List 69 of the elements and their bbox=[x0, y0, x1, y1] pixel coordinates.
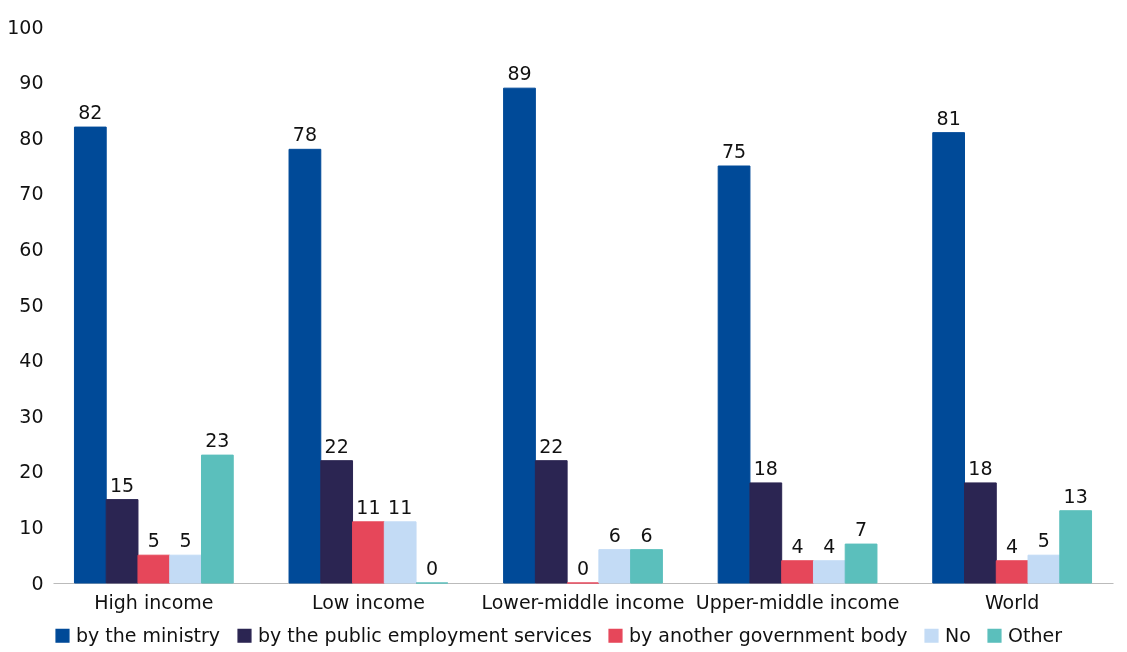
y-tick-label: 90 bbox=[19, 71, 44, 94]
data-label: 11 bbox=[388, 495, 413, 518]
data-label: 23 bbox=[205, 429, 230, 452]
data-label: 7 bbox=[855, 518, 868, 541]
y-tick-label: 100 bbox=[7, 15, 44, 38]
legend-label: Other bbox=[1008, 623, 1063, 646]
data-label: 5 bbox=[1037, 529, 1050, 552]
y-tick-label: 10 bbox=[19, 515, 44, 538]
bar bbox=[105, 499, 139, 584]
data-label: 18 bbox=[968, 456, 993, 479]
y-tick-label: 60 bbox=[19, 237, 44, 260]
bar bbox=[630, 549, 663, 584]
bar bbox=[964, 482, 997, 584]
y-tick-label: 80 bbox=[19, 126, 44, 149]
bar bbox=[1059, 510, 1093, 584]
x-tick-label: Lower-middle income bbox=[481, 590, 685, 613]
bar bbox=[288, 148, 322, 584]
y-tick-label: 50 bbox=[19, 293, 44, 316]
data-label: 5 bbox=[147, 529, 160, 552]
data-label: 81 bbox=[936, 106, 961, 129]
legend-label: by another government body bbox=[629, 623, 908, 646]
bar bbox=[812, 560, 846, 584]
y-tick-label: 20 bbox=[19, 460, 44, 483]
data-label: 22 bbox=[324, 434, 349, 457]
bar bbox=[137, 554, 171, 584]
y-tick-label: 70 bbox=[19, 182, 44, 205]
x-tick-label: Upper-middle income bbox=[695, 590, 900, 613]
data-label: 0 bbox=[425, 557, 438, 579]
data-label: 4 bbox=[791, 534, 804, 557]
bar bbox=[73, 126, 107, 584]
data-label: 6 bbox=[640, 523, 653, 546]
bar bbox=[781, 560, 814, 584]
data-label: 4 bbox=[823, 534, 836, 557]
bar bbox=[200, 454, 234, 584]
data-label: 0 bbox=[576, 557, 590, 579]
data-label: 13 bbox=[1063, 484, 1088, 507]
bar bbox=[534, 460, 568, 584]
y-tick-label: 30 bbox=[19, 404, 44, 427]
bar bbox=[320, 460, 354, 584]
data-label: 75 bbox=[721, 140, 747, 162]
x-tick-label: Low income bbox=[311, 590, 425, 613]
y-tick-label: 40 bbox=[19, 349, 44, 372]
bar bbox=[717, 165, 751, 584]
x-tick-label: World bbox=[984, 590, 1040, 613]
legend-label: by the public employment services bbox=[258, 623, 592, 646]
data-label: 89 bbox=[507, 62, 532, 85]
bar bbox=[598, 549, 632, 584]
bar bbox=[844, 543, 878, 584]
data-label: 11 bbox=[356, 495, 381, 518]
bar bbox=[169, 554, 202, 584]
y-tick-label: 0 bbox=[31, 571, 44, 594]
legend-label: by the ministry bbox=[76, 623, 221, 646]
legend-label: No bbox=[945, 623, 971, 646]
data-label: 22 bbox=[539, 434, 564, 457]
bar bbox=[383, 521, 417, 584]
data-label: 18 bbox=[753, 456, 778, 479]
bar bbox=[995, 560, 1029, 584]
bar bbox=[352, 521, 385, 584]
bar bbox=[503, 87, 536, 584]
data-label: 6 bbox=[608, 523, 621, 546]
data-label: 82 bbox=[78, 101, 103, 124]
data-label: 5 bbox=[179, 529, 192, 552]
bar bbox=[1027, 554, 1061, 584]
data-label: 4 bbox=[1006, 534, 1019, 557]
data-label: 15 bbox=[110, 473, 135, 496]
x-tick-label: High income bbox=[94, 590, 214, 613]
bar bbox=[749, 482, 783, 584]
data-label: 78 bbox=[292, 123, 317, 146]
bar bbox=[932, 132, 966, 584]
